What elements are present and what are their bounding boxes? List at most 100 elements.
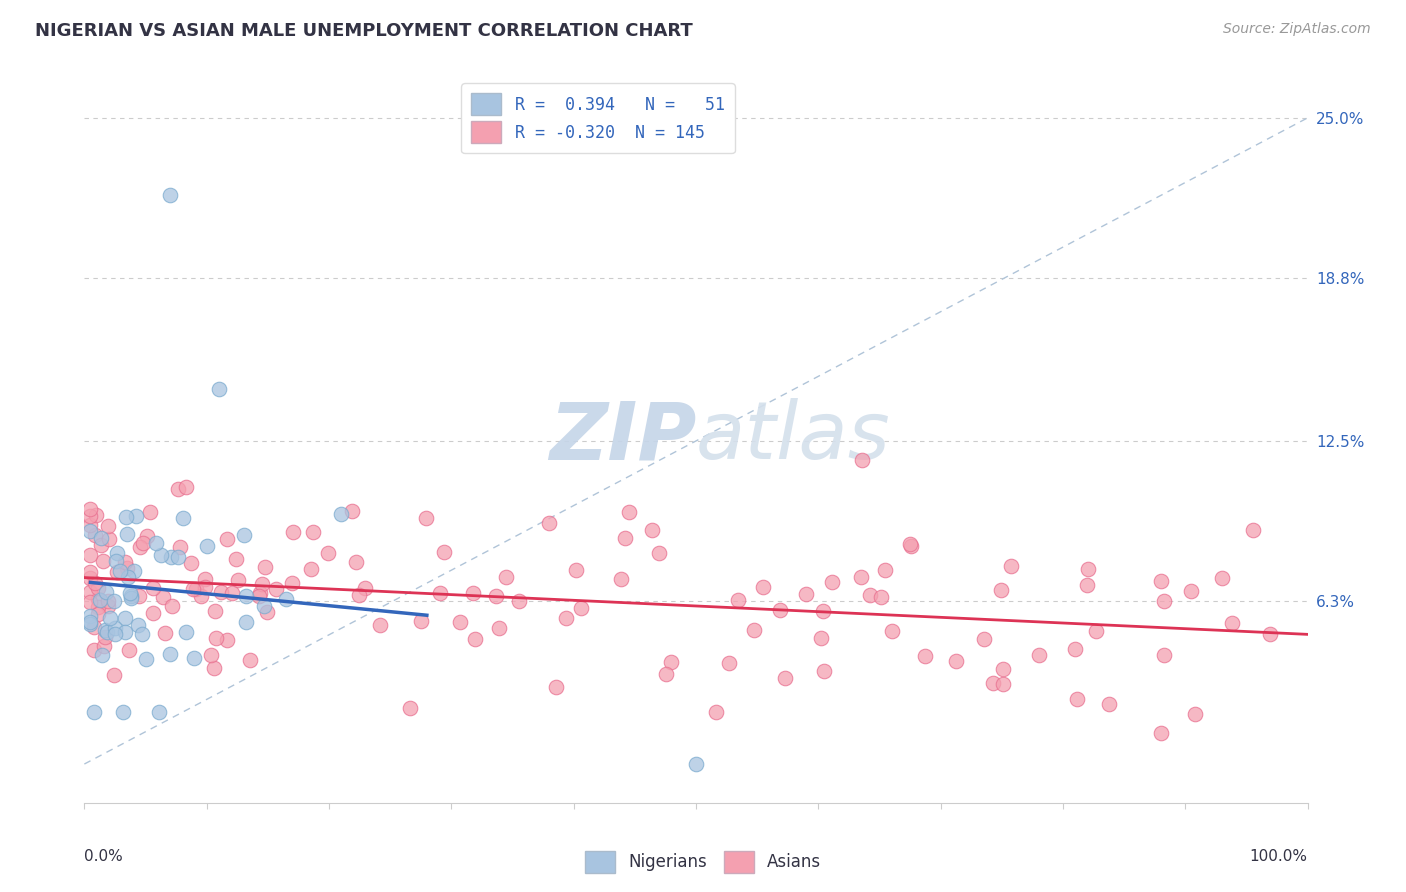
Point [1150, 726, 1173, 740]
Point [115, 527, 138, 541]
Point [461, 586, 484, 600]
Point [132, 535, 155, 549]
Point [221, 586, 243, 600]
Point [115, 561, 138, 575]
Point [96, 624, 118, 639]
Point [821, 574, 844, 589]
Point [87, 581, 110, 595]
Point [235, 589, 257, 603]
Point [209, 585, 232, 599]
Point [727, 592, 749, 607]
Point [991, 662, 1014, 676]
Point [83, 643, 105, 657]
Point [89, 531, 111, 545]
Point [91, 554, 114, 568]
Point [330, 508, 353, 522]
Point [84, 508, 107, 523]
Point [152, 591, 174, 605]
Point [488, 621, 510, 635]
Point [882, 624, 904, 639]
Point [253, 599, 276, 613]
Point [104, 554, 127, 568]
Point [181, 582, 204, 596]
Point [685, 757, 707, 772]
Point [105, 545, 128, 559]
Point [79, 509, 101, 524]
Point [537, 516, 560, 530]
Text: Source: ZipAtlas.com: Source: ZipAtlas.com [1223, 22, 1371, 37]
Point [169, 540, 191, 554]
Point [813, 664, 835, 678]
Point [174, 481, 197, 495]
Point [200, 648, 222, 663]
Point [794, 587, 817, 601]
Point [449, 615, 471, 629]
Point [613, 531, 636, 545]
Point [610, 572, 633, 586]
Point [900, 539, 922, 553]
Point [94, 585, 117, 599]
Point [87, 599, 110, 614]
Point [89, 592, 111, 607]
Point [280, 576, 302, 591]
Point [849, 570, 872, 584]
Point [142, 606, 165, 620]
Point [858, 588, 880, 602]
Point [97, 593, 120, 607]
Legend: R =  0.394   N =   51, R = -0.320  N = 145: R = 0.394 N = 51, R = -0.320 N = 145 [461, 83, 735, 153]
Point [1076, 578, 1098, 592]
Point [415, 510, 437, 524]
Point [433, 545, 456, 559]
Point [79, 585, 101, 599]
Point [172, 510, 194, 524]
Point [89, 538, 111, 552]
Point [83, 706, 105, 720]
Point [114, 624, 136, 639]
Point [136, 529, 159, 543]
Point [79, 571, 101, 585]
Point [429, 586, 451, 600]
Point [98, 610, 121, 624]
Point [148, 706, 170, 720]
Point [190, 589, 212, 603]
Point [204, 604, 226, 618]
Point [1211, 571, 1233, 585]
Point [103, 594, 125, 608]
Point [118, 642, 141, 657]
Point [1241, 523, 1264, 537]
Point [79, 609, 101, 624]
Point [945, 654, 967, 668]
Point [79, 548, 101, 562]
Point [142, 581, 165, 595]
Point [114, 555, 136, 569]
Point [993, 677, 1015, 691]
Point [91, 648, 114, 662]
Point [617, 504, 640, 518]
Point [79, 566, 101, 580]
Point [135, 651, 157, 665]
Point [281, 524, 304, 539]
Legend: Nigerians, Asians: Nigerians, Asians [578, 845, 828, 880]
Point [104, 626, 127, 640]
Point [399, 701, 422, 715]
Point [180, 556, 202, 570]
Point [97, 599, 120, 613]
Point [153, 625, 176, 640]
Point [83, 528, 105, 542]
Point [125, 509, 148, 524]
Point [1180, 583, 1202, 598]
Point [166, 550, 188, 565]
Point [353, 581, 375, 595]
Point [344, 555, 367, 569]
Point [464, 632, 486, 646]
Point [97, 519, 120, 533]
Point [127, 618, 149, 632]
Point [1066, 692, 1088, 706]
Point [159, 188, 181, 202]
Point [869, 590, 891, 604]
Point [742, 624, 765, 638]
Point [256, 606, 278, 620]
Point [86, 607, 108, 622]
Point [900, 537, 922, 551]
Point [103, 668, 125, 682]
